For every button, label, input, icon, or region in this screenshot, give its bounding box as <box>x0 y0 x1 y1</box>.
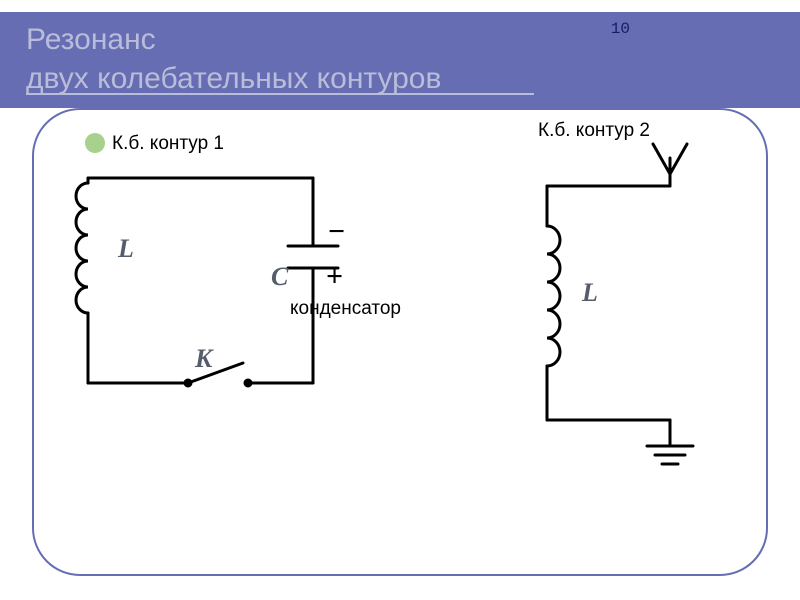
bullet-icon <box>85 133 105 153</box>
label-circuit-2: К.б. контур 2 <box>538 120 650 142</box>
label-capacitor-word: конденсатор <box>290 298 401 320</box>
slide-number: 10 <box>611 20 630 38</box>
cap-plus: + <box>326 260 343 294</box>
title-underline <box>26 93 534 95</box>
circuit-2-svg <box>525 140 705 480</box>
cap-minus: − <box>328 215 345 249</box>
inductor-label-1: L <box>118 234 134 264</box>
label-circuit-1: К.б. контур 1 <box>112 133 224 155</box>
title-line-1: Резонанс <box>26 20 800 59</box>
inductor-label-2: L <box>582 278 598 308</box>
capacitor-label: C <box>271 262 288 292</box>
switch-label: K <box>195 344 212 374</box>
